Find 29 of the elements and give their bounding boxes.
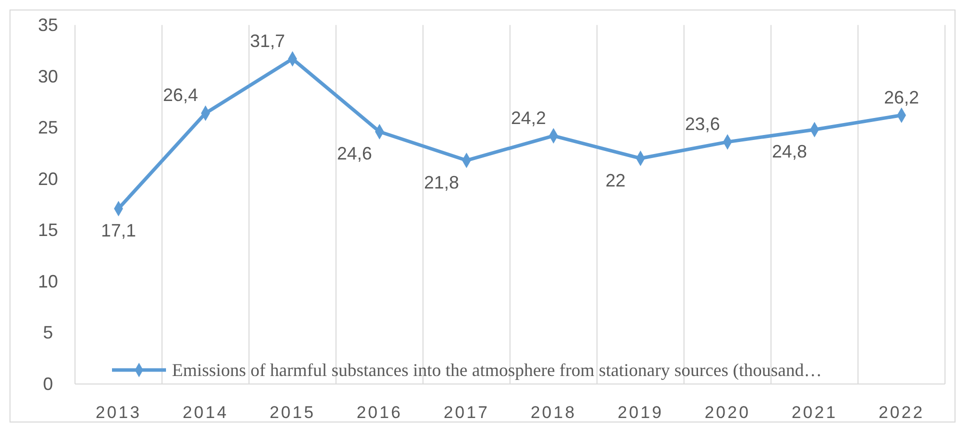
y-tick-label: 25 bbox=[38, 118, 58, 138]
y-tick-label: 10 bbox=[38, 271, 58, 292]
data-label: 24,8 bbox=[772, 142, 808, 162]
y-tick-label: 20 bbox=[38, 168, 58, 189]
data-label: 26,4 bbox=[162, 85, 198, 106]
data-label: 26,2 bbox=[884, 87, 920, 108]
x-tick-label: 2019 bbox=[618, 403, 664, 422]
y-tick-label: 15 bbox=[38, 220, 58, 240]
y-tick-label: 35 bbox=[38, 15, 58, 35]
x-tick-label: 2013 bbox=[96, 403, 142, 422]
y-tick-label: 30 bbox=[38, 66, 58, 86]
data-label: 24,2 bbox=[510, 108, 546, 128]
x-tick-label: 2018 bbox=[530, 403, 576, 422]
x-tick-label: 2016 bbox=[356, 403, 402, 422]
data-label: 21,8 bbox=[424, 172, 460, 192]
data-label: 22 bbox=[605, 170, 626, 190]
data-label: 17,1 bbox=[100, 220, 136, 241]
legend-label: Emissions of harmful substances into the atmosphere from stationary sources (thousand… bbox=[172, 360, 822, 380]
y-tick-label: 0 bbox=[42, 374, 54, 394]
x-tick-label: 2022 bbox=[878, 403, 924, 422]
y-tick-label: 5 bbox=[42, 322, 54, 343]
x-tick-label: 2015 bbox=[270, 403, 316, 422]
data-label: 23,6 bbox=[684, 114, 720, 134]
x-tick-label: 2017 bbox=[444, 403, 490, 422]
x-tick-label: 2014 bbox=[182, 403, 228, 422]
data-label: 24,6 bbox=[336, 144, 372, 164]
x-tick-label: 2020 bbox=[704, 403, 750, 422]
x-tick-label: 2021 bbox=[792, 403, 838, 422]
data-label: 31,7 bbox=[250, 30, 286, 51]
